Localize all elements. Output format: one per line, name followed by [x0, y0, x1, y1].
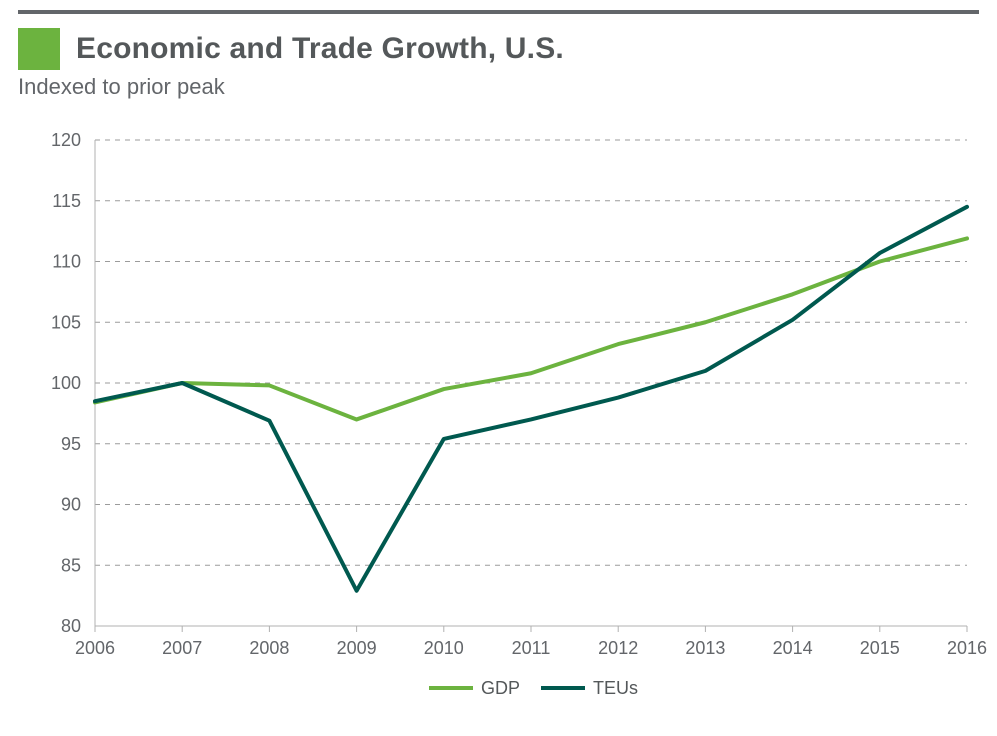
- legend-label: GDP: [481, 678, 520, 698]
- x-tick-label: 2016: [947, 638, 987, 658]
- x-tick-label: 2009: [337, 638, 377, 658]
- chart-title: Economic and Trade Growth, U.S.: [76, 32, 564, 66]
- x-tick-label: 2013: [685, 638, 725, 658]
- y-tick-label: 80: [61, 616, 81, 636]
- x-tick-label: 2006: [75, 638, 115, 658]
- y-tick-label: 95: [61, 434, 81, 454]
- y-tick-label: 85: [61, 555, 81, 575]
- chart-container: Economic and Trade Growth, U.S. Indexed …: [0, 0, 997, 736]
- y-tick-label: 120: [51, 130, 81, 150]
- accent-square-icon: [18, 28, 60, 70]
- x-tick-label: 2007: [162, 638, 202, 658]
- x-tick-label: 2015: [860, 638, 900, 658]
- y-tick-label: 100: [51, 373, 81, 393]
- chart-area: 80 85 90 95 100 105 110 115 120 2006 2007 2008 2009 2…: [0, 120, 997, 716]
- top-rule: [18, 10, 979, 14]
- x-tick-label: 2011: [512, 638, 551, 658]
- x-tick-label: 2010: [424, 638, 464, 658]
- y-tick-label: 90: [61, 495, 81, 515]
- y-tick-label: 115: [52, 191, 81, 211]
- title-row: Economic and Trade Growth, U.S.: [18, 28, 564, 70]
- y-tick-label: 110: [52, 252, 81, 272]
- x-tick-label: 2012: [598, 638, 638, 658]
- x-tick-label: 2008: [249, 638, 289, 658]
- x-tick-label: 2014: [773, 638, 813, 658]
- line-chart: 80 85 90 95 100 105 110 115 120 2006 2007 2008 2009 2…: [0, 120, 997, 716]
- chart-subtitle: Indexed to prior peak: [18, 74, 225, 100]
- y-tick-label: 105: [51, 312, 81, 332]
- series-teus: [95, 207, 967, 591]
- legend-label: TEUs: [593, 678, 638, 698]
- series-gdp: [95, 238, 967, 419]
